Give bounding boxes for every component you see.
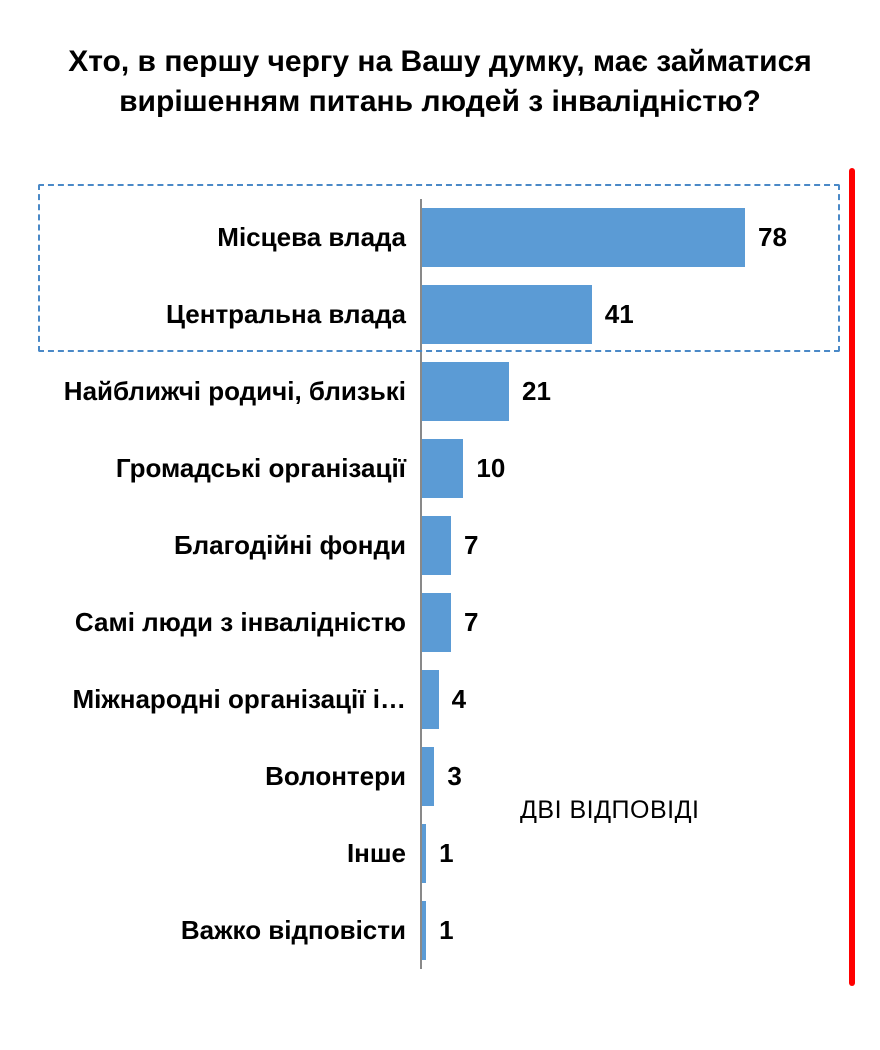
category-label: Найближчі родичі, близькі <box>63 376 406 406</box>
category-label: Місцева влада <box>217 222 406 252</box>
category-label: Волонтери <box>265 761 406 791</box>
chart-row: Волонтери 3 <box>0 738 880 815</box>
bar <box>422 824 427 883</box>
value-label: 3 <box>447 761 462 791</box>
bar <box>422 516 451 575</box>
chart-title: Хто, в першу чергу на Вашу думку, має за… <box>68 45 812 118</box>
bar-track: 3 <box>422 747 880 806</box>
bar-track: 1 <box>422 824 880 883</box>
value-label: 7 <box>464 607 479 637</box>
bar-track: 7 <box>422 516 880 575</box>
chart-row: Самі люди з інвалідністю 7 <box>0 584 880 661</box>
bar <box>422 208 745 267</box>
value-label: 1 <box>439 915 454 945</box>
bar-track: 41 <box>422 285 880 344</box>
chart-row: Інше 1 <box>0 815 880 892</box>
chart-row: Центральна влада 41 <box>0 276 880 353</box>
y-axis-line <box>420 199 422 969</box>
annotation-two-answers: ДВІ ВІДПОВІДІ <box>520 796 700 824</box>
bar-track: 10 <box>422 439 880 498</box>
red-accent-line <box>849 168 855 986</box>
value-label: 10 <box>476 453 506 483</box>
category-label: Благодійні фонди <box>173 530 406 560</box>
bar-track: 21 <box>422 362 880 421</box>
value-label: 7 <box>464 530 479 560</box>
bar-track: 7 <box>422 593 880 652</box>
bar-track: 1 <box>422 901 880 960</box>
chart-row: Місцева влада 78 <box>0 199 880 276</box>
bar <box>422 593 451 652</box>
bar <box>422 285 592 344</box>
bar-track: 4 <box>422 670 880 729</box>
category-label: Міжнародні організації і… <box>72 684 406 714</box>
bar-track: 78 <box>422 208 880 267</box>
category-label: Центральна влада <box>165 299 406 329</box>
chart-row: Міжнародні організації і… 4 <box>0 661 880 738</box>
value-label: 1 <box>439 838 454 868</box>
value-label: 4 <box>451 684 467 714</box>
bar-rows: Місцева влада 78 Центральна влада 41 Найближ… <box>0 199 880 969</box>
chart-row: Благодійні фонди 7 <box>0 507 880 584</box>
chart-row: Громадські організації 10 <box>0 430 880 507</box>
category-label: Самі люди з інвалідністю <box>74 607 406 637</box>
bar <box>422 901 427 960</box>
value-label: 41 <box>604 299 634 329</box>
category-label: Важко відповісти <box>180 915 406 945</box>
bar <box>422 439 464 498</box>
bar <box>422 670 439 729</box>
category-label: Інше <box>346 838 406 868</box>
bar-chart: Місцева влада 78 Центральна влада 41 Найближ… <box>0 199 880 969</box>
value-label: 78 <box>758 222 787 252</box>
chart-row: Найближчі родичі, близькі 21 <box>0 353 880 430</box>
category-label: Громадські організації <box>115 453 406 483</box>
bar <box>422 362 509 421</box>
bar <box>422 747 435 806</box>
value-label: 21 <box>522 376 551 406</box>
chart-row: Важко відповісти 1 <box>0 892 880 969</box>
